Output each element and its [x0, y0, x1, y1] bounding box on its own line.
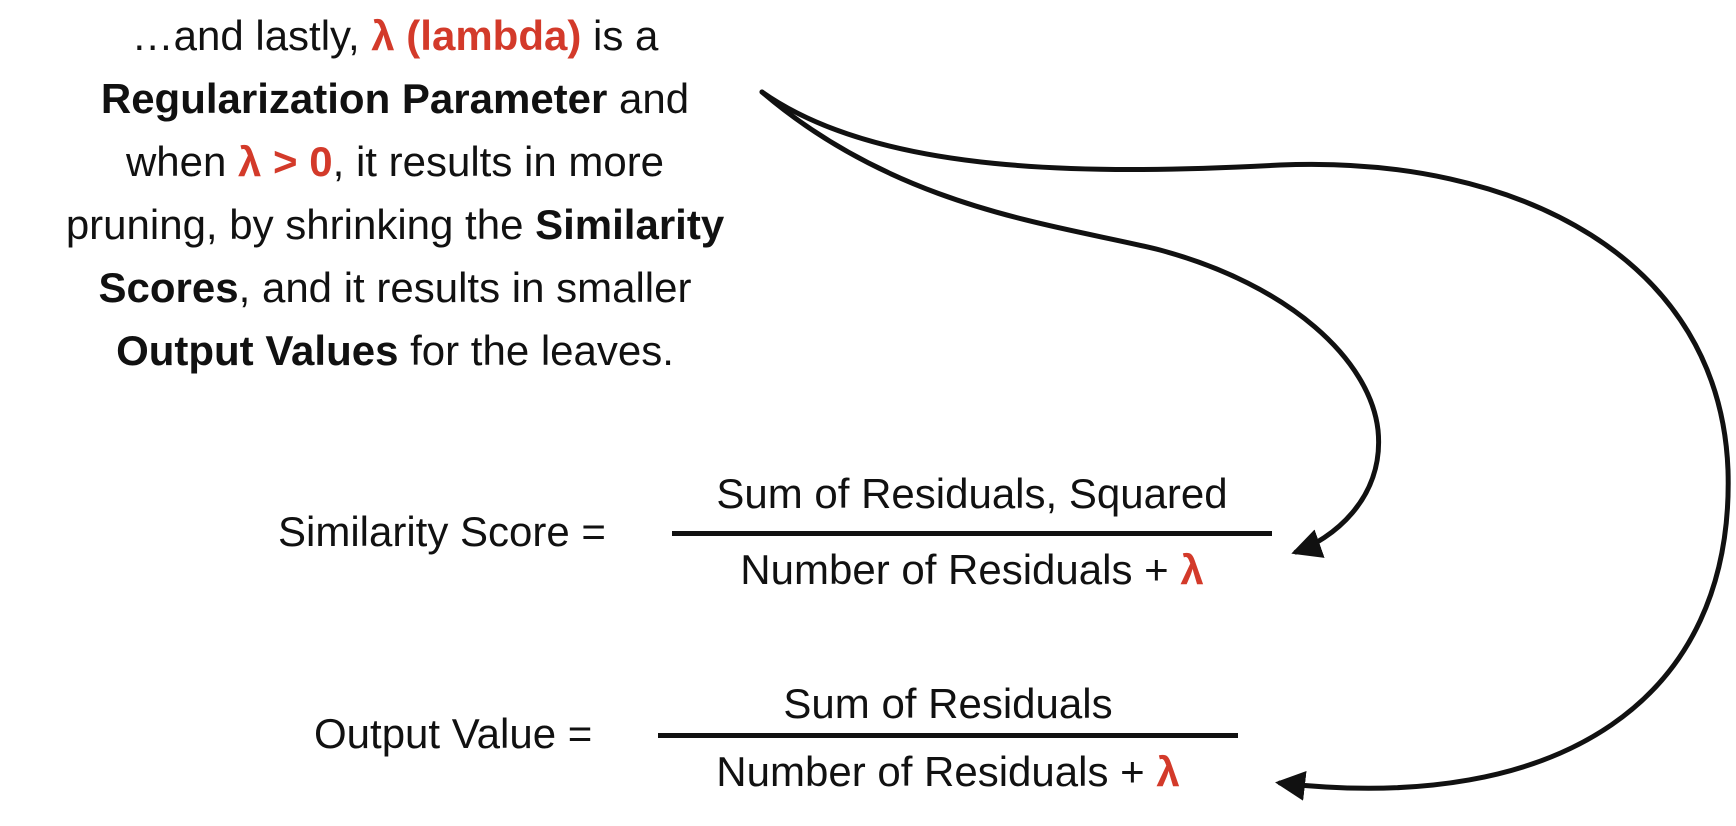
lambda-term: λ (lambda) [371, 12, 582, 59]
regularization-parameter-term: Regularization Parameter [100, 75, 608, 122]
arrow-to-similarity-score [759, 89, 1382, 558]
paragraph-line-4: pruning, by shrinking the Similarity [0, 193, 790, 256]
similarity-score-label: Similarity Score = [278, 508, 606, 555]
similarity-denominator: Number of Residuals + λ [672, 546, 1272, 594]
text-smaller: , and it results in smaller [238, 264, 692, 311]
paragraph-line-5: Scores, and it results in smaller [0, 256, 790, 319]
similarity-term: Similarity [535, 201, 725, 248]
output-value-label: Output Value = [314, 710, 593, 757]
scores-term: Scores [98, 264, 239, 311]
paragraph-line-1: …and lastly, λ (lambda) is a [0, 4, 790, 67]
text-for-the-leaves: for the leaves. [398, 327, 674, 374]
output-numerator: Sum of Residuals [783, 680, 1113, 727]
output-denominator: Number of Residuals + λ [658, 748, 1238, 796]
output-lambda: λ [1156, 748, 1180, 795]
text-pruning: pruning, by shrinking the [65, 201, 536, 248]
text-when: when [125, 138, 239, 185]
paragraph-line-2: Regularization Parameter and [0, 67, 790, 130]
text-results-in-more: , it results in more [332, 138, 665, 185]
text-is-a: is a [581, 12, 659, 59]
lambda-greater-than-zero: λ > 0 [238, 138, 333, 185]
output-fraction-bar [658, 733, 1238, 738]
paragraph-line-6: Output Values for the leaves. [0, 319, 790, 382]
arrow-to-output-value [759, 89, 1731, 801]
similarity-lambda: λ [1180, 546, 1204, 593]
text-and: and [607, 75, 690, 122]
text-and-lastly: …and lastly, [131, 12, 372, 59]
explanation-paragraph: …and lastly, λ (lambda) is a Regularizat… [0, 4, 790, 382]
output-denominator-text: Number of Residuals + [716, 748, 1157, 795]
similarity-fraction-bar [672, 531, 1272, 536]
similarity-denominator-text: Number of Residuals + [740, 546, 1181, 593]
output-values-term: Output Values [116, 327, 399, 374]
similarity-numerator: Sum of Residuals, Squared [716, 470, 1228, 517]
paragraph-line-3: when λ > 0, it results in more [0, 130, 790, 193]
